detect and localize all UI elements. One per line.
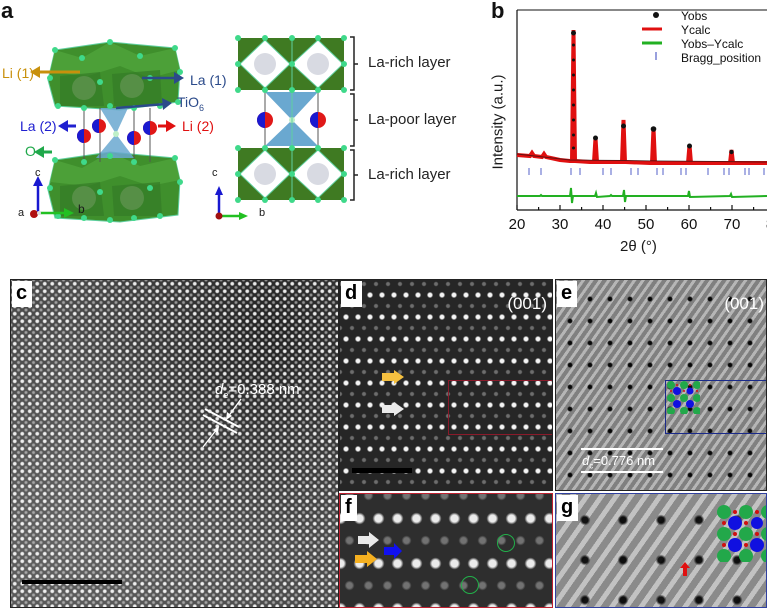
roi-box-f	[448, 380, 552, 435]
miller-index-e: (001)	[724, 294, 764, 313]
axis-label-c-3d: c	[35, 167, 41, 179]
x-ticks	[516, 205, 755, 210]
chart-legend	[642, 12, 662, 60]
measure-line-top	[581, 448, 663, 450]
layer-label-middle: La-poor layer	[368, 111, 457, 128]
x-tick-50: 50	[637, 216, 655, 233]
atom-model-overlay-e	[667, 381, 700, 414]
measure-line-bottom	[581, 471, 663, 473]
x-tick-80: 8	[766, 216, 767, 233]
axis-label-c-2d: c	[212, 167, 218, 179]
vacancy-circle-2	[461, 576, 479, 594]
legend-bragg: Bragg_position	[681, 51, 762, 65]
bragg-ticks	[528, 168, 765, 175]
y-axis-label: Intensity (a.u.)	[489, 74, 507, 170]
oxygen-atoms-2d	[235, 35, 347, 203]
axis-label-b-2d: b	[259, 207, 266, 219]
yobs-points	[571, 30, 734, 155]
layer-label-top: La-rich layer	[368, 54, 451, 71]
legend-yobs: Yobs	[681, 9, 708, 23]
panel-label-a: a	[1, 0, 14, 23]
x-tick-40: 40	[594, 216, 612, 233]
d-subscript: e	[223, 390, 229, 400]
x-tick-70: 70	[723, 216, 741, 233]
d-spacing-annotation-e: dc=0.776 nm	[582, 453, 655, 471]
oxygen-atoms	[47, 39, 183, 223]
bottom-layer-2d	[238, 148, 344, 200]
scale-bar-d	[352, 468, 412, 473]
label-tio6-sub: 6	[199, 102, 205, 113]
stem-image-d: d (001)	[339, 279, 553, 491]
difference-line	[517, 187, 767, 204]
stem-image-c: c de=0.388 nm	[10, 279, 339, 608]
d-symbol: d	[215, 381, 224, 398]
crystal-structure-2d	[235, 35, 358, 203]
red-arrow-icon-g	[680, 562, 690, 576]
stem-image-f: f	[339, 493, 553, 608]
panel-label-c: c	[12, 281, 33, 307]
x-tick-30: 30	[551, 216, 569, 233]
legend-yobs-ycalc: Yobs–Ycalc	[681, 37, 744, 51]
panel-label-b: b	[491, 0, 505, 23]
x-tick-20: 20	[508, 216, 526, 233]
label-la2: La (2)	[20, 118, 57, 134]
atom-model-overlay-g	[717, 505, 766, 562]
ycalc-line	[516, 29, 767, 165]
label-la1: La (1)	[190, 72, 227, 88]
label-li2: Li (2)	[182, 118, 214, 134]
d-value: =0.388 nm	[228, 381, 300, 398]
label-li1: Li (1)	[2, 65, 34, 81]
panel-label-e: e	[557, 281, 578, 307]
top-octahedra-block	[47, 41, 181, 111]
x-tick-60: 60	[680, 216, 698, 233]
legend-yobs-marker	[653, 12, 659, 18]
layer-brackets	[350, 36, 358, 201]
x-axis-label: 2θ (°)	[620, 238, 657, 255]
label-tio6-text: TiO	[177, 94, 200, 110]
white-arrow-icon	[382, 402, 404, 416]
d-value-e: =0.776 nm	[593, 453, 656, 468]
y-axis-label-container: Intensity (a.u.)	[488, 42, 508, 202]
scale-bar-c	[22, 580, 122, 584]
layer-label-bottom: La-rich layer	[368, 166, 451, 183]
panel-label-d: d	[341, 281, 363, 307]
axes-triad-2d	[215, 186, 248, 220]
abf-image-g: g	[555, 493, 767, 608]
axis-label-b-3d: b	[78, 202, 85, 216]
la-li-spheres	[77, 119, 157, 145]
blue-arrow-icon-f	[384, 543, 402, 559]
lattice-plane-marker	[202, 398, 242, 448]
panel-label-f: f	[341, 495, 357, 521]
yellow-arrow-icon	[382, 370, 404, 384]
label-tio6: TiO6	[177, 95, 204, 113]
axes-triad-3d	[30, 176, 74, 218]
bottom-octahedra-block	[47, 151, 181, 223]
xrd-chart	[516, 9, 767, 211]
abf-image-e: e (001) dc=0.776 nm	[555, 279, 767, 491]
axis-label-a-3d: a	[18, 207, 25, 219]
miller-index-d: (001)	[507, 294, 547, 313]
tio6-upper	[100, 108, 128, 134]
label-oxygen: O	[25, 143, 36, 159]
crystal-structure-3d	[30, 39, 184, 223]
d-spacing-annotation-c: de=0.388 nm	[215, 381, 300, 400]
d-subscript-e: c	[589, 461, 594, 471]
pointer-arrows	[30, 66, 184, 158]
roi-box-g	[665, 380, 766, 434]
tio6-lower	[96, 134, 134, 158]
vacancy-circle-1	[497, 534, 515, 552]
legend-ycalc: Ycalc	[681, 23, 711, 37]
white-arrow-icon-f	[358, 532, 379, 548]
d-symbol-e: d	[582, 453, 590, 468]
panel-label-g: g	[557, 495, 579, 521]
yellow-arrow-icon-f	[355, 551, 377, 567]
